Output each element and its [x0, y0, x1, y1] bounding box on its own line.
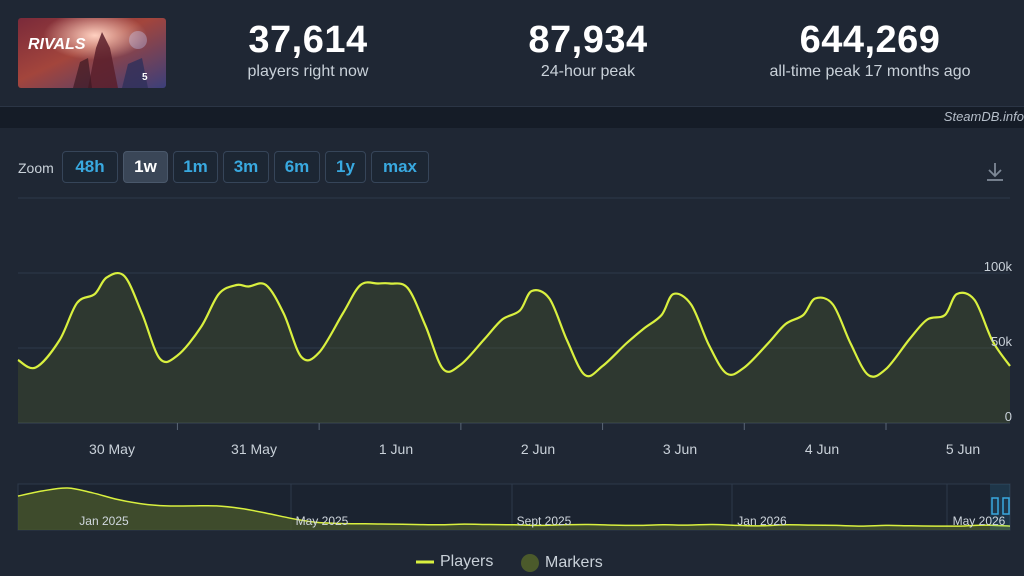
all-time-peak-stat: 644,269 all-time peak 17 months ago — [750, 18, 990, 82]
zoom-label: Zoom — [18, 160, 54, 176]
navigator-label: Jan 2025 — [79, 514, 129, 528]
current-players-label: players right now — [247, 63, 369, 80]
legend-players[interactable]: Players — [416, 553, 493, 571]
current-players-value: 37,614 — [248, 19, 368, 61]
navigator-left-handle[interactable] — [991, 497, 999, 515]
navigator-right-handle[interactable] — [1002, 497, 1010, 515]
zoom-1w-button[interactable]: 1w — [123, 151, 168, 183]
peak-24h-label: 24-hour peak — [540, 63, 636, 80]
zoom-1m-button[interactable]: 1m — [173, 151, 218, 183]
stats-header: RIVALS 5 37,614 players right now 87,934… — [0, 0, 1024, 107]
zoom-48h-button[interactable]: 48h — [62, 151, 118, 183]
game-logo-text: RIVALS — [28, 36, 86, 53]
game-thumbnail[interactable]: RIVALS 5 — [18, 18, 166, 88]
zoom-1y-button[interactable]: 1y — [325, 151, 366, 183]
range-navigator[interactable]: Jan 2025 May 2025 Sept 2025 Jan 2026 May… — [0, 478, 1024, 538]
all-time-peak-value: 644,269 — [799, 19, 941, 61]
players-legend-swatch — [416, 560, 434, 564]
navigator-line — [17, 487, 1011, 527]
peak-24h-stat: 87,934 24-hour peak — [508, 18, 668, 82]
peak-24h-value: 87,934 — [528, 19, 648, 61]
all-time-peak-label: all-time peak 17 months ago — [769, 63, 971, 80]
navigator-label: May 2025 — [296, 514, 349, 528]
legend-markers[interactable]: Markers — [520, 553, 603, 573]
navigator-label: Sept 2025 — [517, 514, 572, 528]
zoom-max-button[interactable]: max — [371, 151, 429, 183]
download-icon[interactable] — [983, 160, 1007, 184]
game-artwork: RIVALS 5 — [18, 18, 166, 88]
legend-players-label: Players — [440, 553, 494, 570]
zoom-3m-button[interactable]: 3m — [223, 151, 269, 183]
navigator-label: May 2026 — [953, 514, 1006, 528]
markers-legend-swatch — [521, 554, 539, 572]
navigator-selection[interactable] — [990, 484, 1010, 530]
game-badge-text: 5 — [142, 72, 148, 83]
zoom-6m-button[interactable]: 6m — [274, 151, 320, 183]
current-players-stat: 37,614 players right now — [228, 18, 388, 82]
navigator-label: Jan 2026 — [737, 514, 787, 528]
legend-markers-label: Markers — [545, 554, 603, 571]
navigator-area — [18, 487, 1010, 530]
steamdb-credit[interactable]: SteamDB.info — [943, 109, 1024, 124]
